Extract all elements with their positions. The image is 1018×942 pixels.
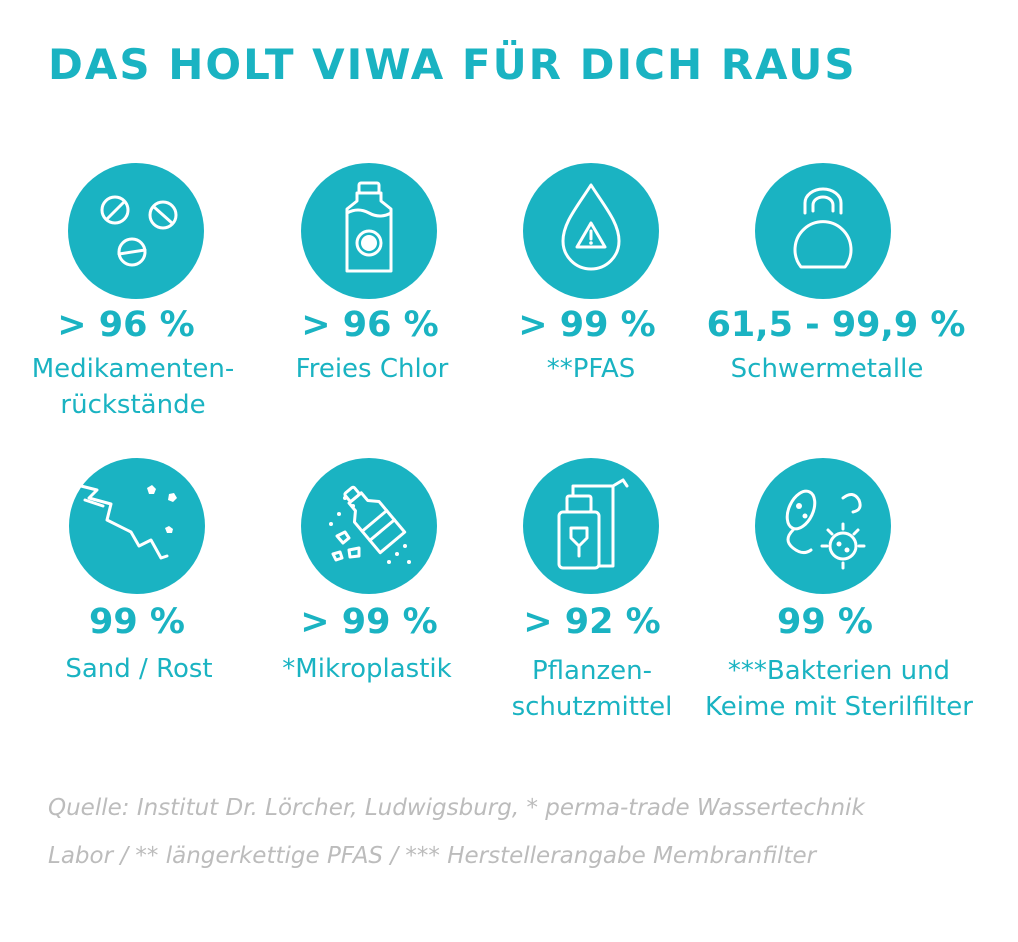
label-bakterien-line2: Keime mit Sterilfilter (705, 692, 973, 722)
label-sand: Sand / Rost (65, 654, 213, 684)
value-pfas: > 99 % (518, 305, 656, 345)
pesticide-sprayer-icon (523, 458, 659, 594)
pills-icon (68, 163, 204, 299)
label-mikroplastik: *Mikroplastik (282, 654, 452, 684)
value-bakterien: 99 % (777, 602, 873, 642)
page-title: DAS HOLT VIWA FÜR DICH RAUS (48, 40, 857, 89)
bacteria-icon (755, 458, 891, 594)
label-chlor: Freies Chlor (295, 354, 449, 384)
label-pflanzenschutz-line1: Pflanzen- (532, 656, 652, 686)
water-drop-warning-icon (523, 163, 659, 299)
label-schwermetalle: Schwermetalle (730, 354, 924, 384)
sand-rust-icon (69, 458, 205, 594)
kettlebell-icon (755, 163, 891, 299)
value-medikamente: > 96 % (57, 305, 195, 345)
label-pflanzenschutz-line2: schutzmittel (511, 692, 673, 722)
value-schwermetalle: 61,5 - 99,9 % (706, 305, 966, 345)
microplastic-bottle-icon (301, 458, 437, 594)
label-pfas: **PFAS (546, 354, 636, 384)
source-line-1: Quelle: Institut Dr. Lörcher, Ludwigsbur… (48, 795, 865, 821)
source-note: Quelle: Institut Dr. Lörcher, Ludwigsbur… (48, 784, 988, 880)
value-pflanzenschutz: > 92 % (523, 602, 661, 642)
label-bakterien-line1: ***Bakterien und (727, 656, 951, 686)
source-line-2: Labor / ** längerkettige PFAS / *** Hers… (48, 843, 817, 869)
value-sand: 99 % (89, 602, 185, 642)
label-medikamente-line2: rückstände (60, 390, 206, 420)
value-mikroplastik: > 99 % (300, 602, 438, 642)
chlorine-bottle-icon (301, 163, 437, 299)
value-chlor: > 96 % (301, 305, 439, 345)
label-medikamente-line1: Medikamenten- (31, 354, 235, 384)
